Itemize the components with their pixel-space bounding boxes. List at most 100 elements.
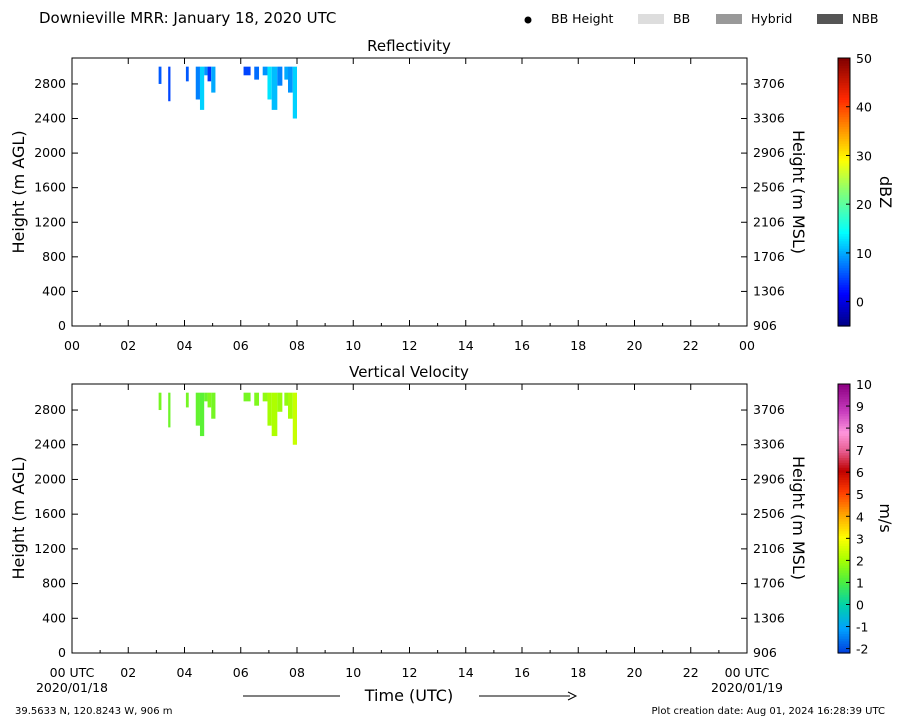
data-cell-1-6 [207, 392, 212, 408]
colorbar-segment-0-81 [838, 126, 850, 130]
colorbar-segment-0-43 [838, 218, 850, 222]
colorbar-segment-1-24 [838, 591, 850, 595]
data-cell-0-0 [158, 66, 162, 84]
colorbar-segment-0-12 [838, 294, 850, 298]
colorbar-segment-1-87 [838, 437, 850, 441]
colorbar-segment-0-57 [838, 184, 850, 188]
colorbar-segment-0-62 [838, 172, 850, 176]
colorbar-segment-0-68 [838, 157, 850, 161]
colorbar-segment-0-5 [838, 311, 850, 315]
data-cell-1-1 [168, 392, 171, 428]
colorbar-segment-0-67 [838, 160, 850, 164]
colorbar-tick-label-1-0: -2 [856, 642, 868, 657]
colorbar-segment-1-85 [838, 442, 850, 446]
colorbar-segment-1-106 [838, 391, 850, 395]
colorbar-segment-0-49 [838, 204, 850, 208]
colorbar-segment-1-45 [838, 540, 850, 544]
colorbar-segment-1-9 [838, 628, 850, 632]
data-cell-1-9 [254, 392, 260, 406]
x-tick-label-1-3: 06 [233, 665, 249, 680]
vertical-velocity-panel: Vertical Velocity Height (m AGL) Height … [9, 363, 895, 680]
data-cell-1-10 [262, 392, 268, 402]
colorbar-segment-0-95 [838, 92, 850, 96]
colorbar-segment-1-105 [838, 393, 850, 397]
y-tick-label-1-7: 2800 [34, 402, 66, 417]
y-tick-label-1-0: 0 [58, 645, 66, 660]
colorbar-segment-0-7 [838, 306, 850, 310]
colorbar-segment-0-74 [838, 143, 850, 147]
data-cell-0-16 [292, 66, 297, 119]
colorbar-segment-1-58 [838, 508, 850, 512]
colorbar-tick-label-0-4: 40 [856, 100, 872, 115]
station-location: 39.5633 N, 120.8243 W, 906 m [15, 706, 173, 717]
colorbar-segment-1-56 [838, 513, 850, 517]
colorbar-segment-0-32 [838, 245, 850, 249]
colorbar-segment-1-62 [838, 498, 850, 502]
colorbar-segment-1-76 [838, 464, 850, 468]
colorbar-segment-1-3 [838, 643, 850, 647]
x-tick-label-1-11: 22 [683, 665, 699, 680]
colorbar-segment-1-14 [838, 616, 850, 620]
colorbar-segment-1-41 [838, 550, 850, 554]
colorbar-segment-1-66 [838, 489, 850, 493]
colorbar-tick-label-1-6: 4 [856, 509, 864, 524]
colorbar-segment-1-27 [838, 584, 850, 588]
reflectivity-ylabel-right: Height (m MSL) [789, 130, 808, 254]
colorbar-segment-0-46 [838, 211, 850, 215]
colorbar-segment-1-91 [838, 428, 850, 432]
colorbar-segment-1-99 [838, 408, 850, 412]
x-tick-label-0-8: 16 [514, 338, 530, 353]
colorbar-segment-1-16 [838, 611, 850, 615]
colorbar-segment-1-18 [838, 606, 850, 610]
colorbar-segment-1-95 [838, 418, 850, 422]
colorbar-segment-1-79 [838, 457, 850, 461]
colorbar-segment-0-70 [838, 153, 850, 157]
x-tick-label-1-9: 18 [570, 665, 586, 680]
colorbar-segment-0-72 [838, 148, 850, 152]
colorbar-segment-1-33 [838, 569, 850, 573]
colorbar-segment-1-36 [838, 562, 850, 566]
data-cell-1-12 [271, 392, 278, 437]
colorbar-segment-0-91 [838, 101, 850, 105]
colorbar-segment-0-6 [838, 308, 850, 312]
colorbar-segment-1-28 [838, 582, 850, 586]
data-cell-1-8 [243, 392, 251, 402]
data-cell-1-14 [284, 392, 288, 406]
colorbar-segment-1-32 [838, 572, 850, 576]
x-tick-label-1-1: 02 [120, 665, 136, 680]
colorbar-segment-1-30 [838, 577, 850, 581]
legend-bb-label: BB [673, 11, 690, 26]
colorbar-segment-0-77 [838, 135, 850, 139]
colorbar-segment-1-52 [838, 523, 850, 527]
colorbar-segment-0-13 [838, 291, 850, 295]
colorbar-segment-0-2 [838, 318, 850, 322]
y-tick-label-1-4: 1600 [34, 506, 66, 521]
colorbar-segment-1-12 [838, 621, 850, 625]
colorbar-tick-label-1-5: 3 [856, 531, 864, 546]
end-date-label: 2020/01/19 [711, 680, 783, 695]
colorbar-segment-1-35 [838, 564, 850, 569]
colorbar-segment-0-99 [838, 82, 850, 86]
colorbar-segment-0-84 [838, 118, 850, 122]
data-cell-0-10 [262, 66, 268, 76]
colorbar-segment-1-63 [838, 496, 850, 500]
colorbar-segment-1-2 [838, 645, 850, 649]
colorbar-segment-0-10 [838, 299, 850, 303]
colorbar-segment-1-54 [838, 518, 850, 522]
x-tick-label-0-0: 00 [64, 338, 80, 353]
colorbar-segment-0-35 [838, 238, 850, 242]
y-right-tick-label-1-2: 1706 [753, 576, 785, 591]
colorbar-segment-0-96 [838, 89, 850, 93]
x-tick-label-1-5: 10 [345, 665, 361, 680]
colorbar-segment-1-82 [838, 450, 850, 454]
colorbar-tick-label-0-0: 0 [856, 295, 864, 310]
plot-frame-0 [71, 57, 748, 327]
colorbar-segment-0-50 [838, 201, 850, 205]
x-axis-label: Time (UTC) [364, 686, 453, 705]
colorbar-segment-1-23 [838, 594, 850, 598]
colorbar-segment-1-77 [838, 462, 850, 466]
y-tick-label-0-0: 0 [58, 318, 66, 333]
colorbar-segment-0-19 [838, 277, 850, 281]
colorbar-segment-0-104 [838, 70, 850, 74]
colorbar-segment-1-22 [838, 596, 850, 600]
